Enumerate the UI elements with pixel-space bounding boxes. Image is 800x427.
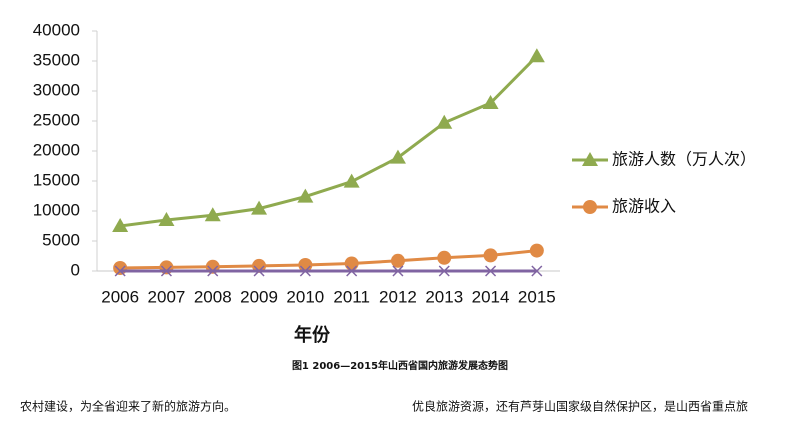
marker <box>112 218 129 232</box>
body-text: 优良旅游资源，还有芦芽山国家级自然保护区，是山西省重点旅 <box>412 399 748 414</box>
marker <box>114 265 126 277</box>
marker <box>113 261 128 275</box>
y-tick-label: 25000 <box>33 110 80 129</box>
marker <box>483 248 498 263</box>
marker <box>158 212 175 226</box>
marker <box>436 114 453 129</box>
x-tick-label: 2015 <box>518 287 556 306</box>
y-tick-label: 40000 <box>33 20 80 39</box>
x-tick-label: 2007 <box>148 287 186 306</box>
x-tick-label: 2010 <box>286 287 324 306</box>
series-line <box>119 55 538 228</box>
marker <box>485 265 497 277</box>
marker <box>482 95 499 109</box>
series-line <box>120 249 538 270</box>
x-tick-label: 2008 <box>194 287 232 306</box>
marker <box>529 243 544 258</box>
marker <box>583 200 597 214</box>
x-tick-label: 2014 <box>472 287 510 306</box>
y-tick-label: 10000 <box>33 200 80 219</box>
y-tick-label: 5000 <box>42 230 80 249</box>
x-tick-label: 2009 <box>240 287 278 306</box>
marker <box>582 152 598 166</box>
marker <box>389 149 406 164</box>
x-tick-label: 2012 <box>379 287 417 306</box>
x-tick-label: 2013 <box>425 287 463 306</box>
caption: 图1 2006—2015年山西省国内旅游发展态势图 <box>292 359 508 372</box>
y-tick-label: 20000 <box>33 140 80 159</box>
marker <box>297 188 314 203</box>
marker <box>346 265 358 277</box>
marker <box>344 256 359 271</box>
marker <box>204 207 221 222</box>
marker <box>251 200 268 215</box>
marker <box>343 173 360 188</box>
marker <box>253 265 265 277</box>
legend-label: 旅游收入 <box>612 197 676 216</box>
y-tick-label: 35000 <box>33 50 80 69</box>
legend-label: 旅游人数（万人次） <box>612 150 756 169</box>
y-tick-label: 15000 <box>33 170 80 189</box>
body-text: 农村建设，为全省迎来了新的旅游方向。 <box>20 399 236 414</box>
marker <box>437 250 452 265</box>
marker <box>392 265 404 277</box>
y-tick-label: 0 <box>71 260 80 279</box>
marker <box>160 265 172 277</box>
x-tick-label: 2006 <box>101 287 139 306</box>
marker <box>528 48 545 63</box>
x-axis-title: 年份 <box>294 324 331 346</box>
marker <box>252 258 267 273</box>
y-tick-label: 30000 <box>33 80 80 99</box>
marker <box>207 265 219 277</box>
marker <box>299 265 311 277</box>
marker <box>438 265 450 277</box>
x-tick-label: 2011 <box>333 287 370 306</box>
marker <box>531 265 543 277</box>
marker <box>390 253 405 268</box>
